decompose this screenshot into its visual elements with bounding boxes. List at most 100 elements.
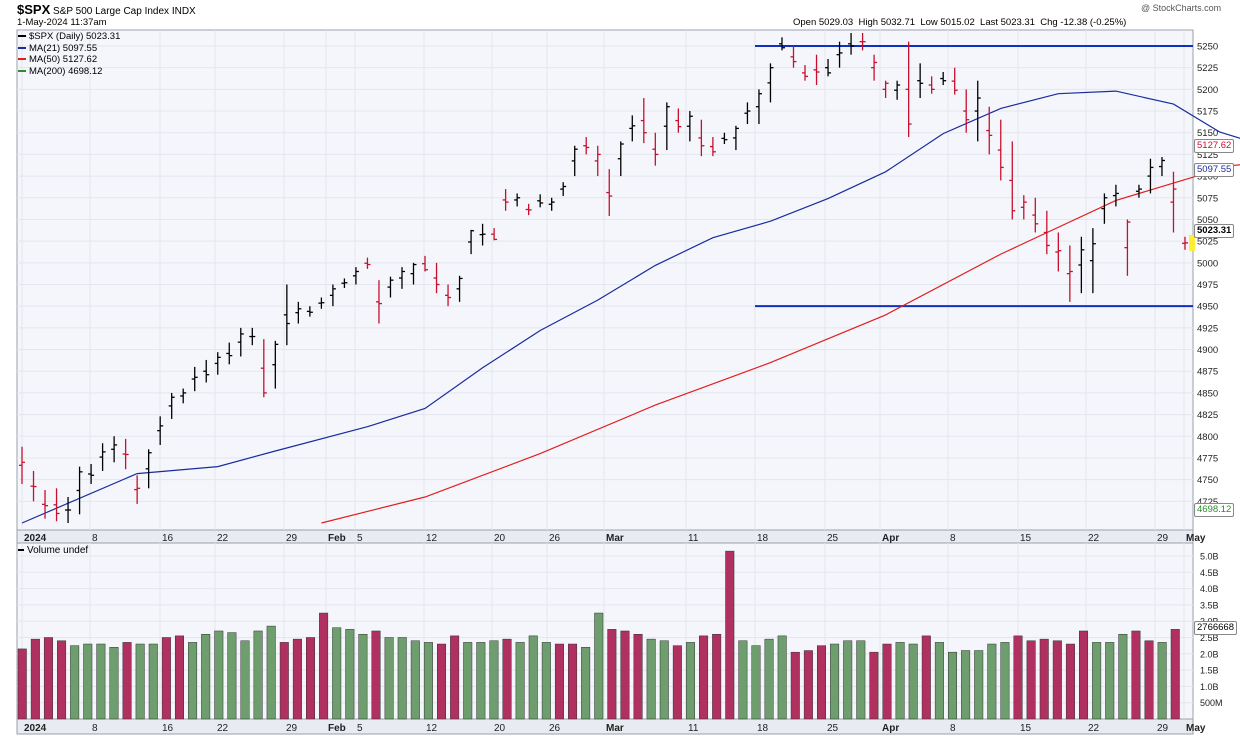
volume-bar <box>502 638 512 720</box>
ohlc-bar <box>940 72 947 86</box>
volume-x-tick-label: Feb <box>328 723 346 734</box>
volume-x-tick-label: 20 <box>494 723 506 734</box>
ohlc-bar <box>1066 245 1073 302</box>
y-tick-label: 4850 <box>1197 388 1218 399</box>
volume-bar <box>358 633 368 720</box>
ohlc-bar <box>295 301 302 324</box>
ohlc-bar <box>306 306 313 317</box>
ohlc-bar <box>30 470 37 502</box>
volume-bar <box>437 643 447 720</box>
watermark: @ StockCharts.com <box>1141 3 1222 13</box>
volume-bar <box>764 638 774 720</box>
legend-ma50: MA(50) 5127.62 <box>18 54 120 66</box>
change-value: Chg -12.38 (-0.25%) <box>1040 17 1127 28</box>
volume-bar <box>96 643 106 720</box>
volume-x-tick-label: 16 <box>162 723 174 734</box>
volume-bar <box>934 642 944 720</box>
ohlc-bar <box>1089 228 1096 294</box>
volume-bar <box>581 647 591 720</box>
legend-ma200: MA(200) 4698.12 <box>18 66 120 78</box>
volume-bar <box>961 650 971 720</box>
x-tick-label: 2024 <box>24 533 47 544</box>
ma50-line <box>321 164 1240 524</box>
ohlc-bar <box>122 438 129 470</box>
volume-bar <box>1144 640 1154 720</box>
legend-ma21: MA(21) 5097.55 <box>18 43 120 55</box>
ohlc-bars <box>19 32 1188 523</box>
y-tick-label: 5200 <box>1197 85 1218 96</box>
volume-bar <box>1052 640 1062 720</box>
ma21-line <box>21 90 1240 524</box>
volume-bar <box>685 642 695 720</box>
volume-bar <box>292 638 302 720</box>
ohlc-bar <box>548 197 555 211</box>
x-tick-label: Apr <box>882 533 899 544</box>
volume-bar <box>1013 635 1023 720</box>
volume-bar <box>803 650 813 720</box>
ohlc-bar <box>790 46 797 68</box>
volume-bar <box>869 651 879 720</box>
ohlc-bar <box>445 284 452 307</box>
chart-datetime: 1-May-2024 11:37am <box>17 17 107 28</box>
volume-bar <box>463 642 473 720</box>
volume-x-tick-label: 25 <box>827 723 839 734</box>
ohlc-bar <box>249 327 256 346</box>
symbol: $SPX <box>17 2 51 17</box>
ohlc-bar <box>272 340 279 389</box>
volume-tick-label: 1.5B <box>1200 666 1219 676</box>
ohlc-bar <box>329 284 336 307</box>
ohlc-bar <box>721 132 728 145</box>
ohlc-bar <box>1158 157 1165 177</box>
volume-tick-label: 500M <box>1200 698 1223 708</box>
volume-tick-label: 1.0B <box>1200 682 1219 692</box>
volume-legend: Volume undef <box>18 545 88 556</box>
last-price-tag: 5023.31 <box>1194 224 1235 238</box>
volume-bar <box>70 645 80 720</box>
x-tick-label: 11 <box>688 533 699 544</box>
ohlc-bar <box>617 141 624 177</box>
ohlc-bar <box>19 446 25 484</box>
volume-bar <box>384 637 394 720</box>
ohlc-bar <box>180 388 187 404</box>
volume-x-tick-label: 29 <box>1157 723 1169 734</box>
volume-bar <box>83 643 93 720</box>
ohlc-bar <box>260 339 267 398</box>
ohlc-bar <box>560 182 567 197</box>
ohlc-bar <box>191 366 198 392</box>
ohlc-bar <box>675 108 682 133</box>
ohlc-bar <box>755 89 762 125</box>
ohlc-bar <box>1170 171 1177 233</box>
high-value: High 5032.71 <box>858 17 916 28</box>
ohlc-bar <box>594 145 601 177</box>
ohlc-bar <box>848 32 855 55</box>
volume-bar <box>489 640 499 720</box>
legend: $SPX (Daily) 5023.31 MA(21) 5097.55 MA(5… <box>18 31 120 77</box>
ohlc-bar <box>1182 236 1188 250</box>
volume-tick-label: 2.0B <box>1200 649 1219 659</box>
ohlc-bar <box>571 145 578 177</box>
volume-bar <box>148 643 158 720</box>
y-tick-label: 4800 <box>1197 432 1218 443</box>
volume-bar <box>332 627 342 720</box>
ohlc-bar <box>629 115 636 142</box>
ohlc-bar <box>894 80 901 100</box>
volume-bar <box>895 642 905 720</box>
y-tick-label: 4750 <box>1197 475 1218 486</box>
ohlc-bar <box>283 284 290 346</box>
ohlc-bar <box>375 280 382 324</box>
volume-bar <box>777 635 787 720</box>
ohlc-bar <box>168 392 175 419</box>
ohlc-bar <box>1043 210 1050 255</box>
ohlc-bar <box>767 63 774 103</box>
ohlc-bar <box>974 80 981 142</box>
volume-bar <box>1157 642 1167 720</box>
x-tick-label: 25 <box>827 533 839 544</box>
price-panel <box>16 29 1194 531</box>
ohlc-bar <box>352 267 359 285</box>
ohlc-bar <box>88 464 95 484</box>
ohlc-bar <box>398 267 405 289</box>
ohlc-bar <box>663 102 670 151</box>
y-tick-label: 4775 <box>1197 453 1218 464</box>
ohlc-bar <box>514 193 521 207</box>
